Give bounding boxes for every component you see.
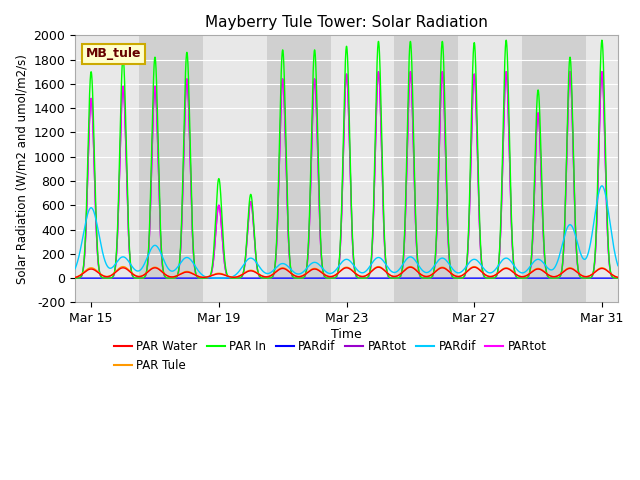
Bar bbox=[394, 36, 426, 302]
Text: MB_tule: MB_tule bbox=[86, 48, 141, 60]
Bar bbox=[203, 36, 235, 302]
Bar bbox=[139, 36, 171, 302]
Bar bbox=[299, 36, 331, 302]
Bar bbox=[586, 36, 618, 302]
Bar bbox=[171, 36, 203, 302]
Bar bbox=[490, 36, 522, 302]
X-axis label: Time: Time bbox=[331, 328, 362, 341]
Bar bbox=[426, 36, 458, 302]
Bar bbox=[362, 36, 394, 302]
Title: Mayberry Tule Tower: Solar Radiation: Mayberry Tule Tower: Solar Radiation bbox=[205, 15, 488, 30]
Bar bbox=[107, 36, 139, 302]
Legend: PAR Water, PAR Tule, PAR In, PARdif, PARtot, PARdif, PARtot: PAR Water, PAR Tule, PAR In, PARdif, PAR… bbox=[109, 336, 552, 377]
Bar bbox=[75, 36, 107, 302]
Bar bbox=[267, 36, 299, 302]
Bar bbox=[618, 36, 640, 302]
Bar bbox=[522, 36, 554, 302]
Y-axis label: Solar Radiation (W/m2 and umol/m2/s): Solar Radiation (W/m2 and umol/m2/s) bbox=[15, 54, 28, 284]
Bar bbox=[331, 36, 362, 302]
Bar bbox=[458, 36, 490, 302]
Bar bbox=[554, 36, 586, 302]
Bar bbox=[235, 36, 267, 302]
